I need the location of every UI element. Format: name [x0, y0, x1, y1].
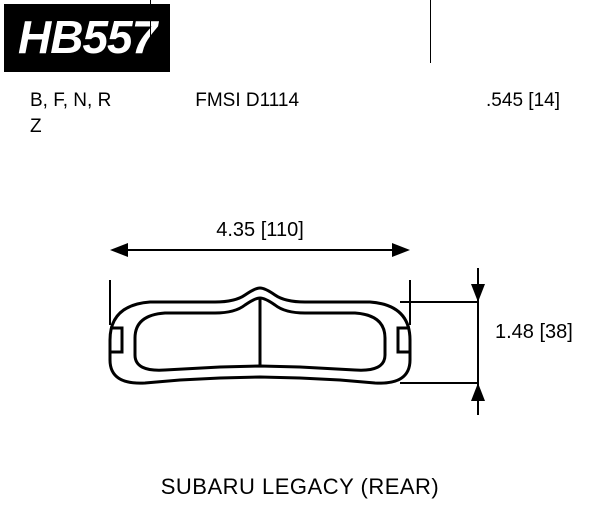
svg-text:4.35 [110]: 4.35 [110] — [216, 219, 304, 241]
compounds-column: B, F, N, R Z — [30, 90, 177, 138]
thickness-column: .545 [14] — [432, 90, 570, 138]
svg-text:1.48 [38]: 1.48 [38] — [495, 321, 573, 343]
part-number-header: HB557 — [4, 4, 170, 72]
thickness-mm: [14] — [528, 90, 560, 111]
compounds-line1: B, F, N, R — [30, 90, 177, 112]
brake-pad-diagram: 4.35 [110] 1.48 [38] — [0, 210, 600, 470]
spec-divider-1 — [150, 0, 151, 63]
height-in: 1.48 — [495, 321, 534, 343]
brake-pad-shape — [110, 288, 410, 383]
width-in: 4.35 — [216, 219, 255, 241]
thickness-in: .545 — [486, 90, 523, 111]
fmsi-column: FMSI D1114 — [177, 90, 432, 138]
part-number-text: HB557 — [18, 11, 156, 63]
compounds-line2: Z — [30, 116, 177, 138]
spec-row: B, F, N, R Z FMSI D1114 .545 [14] — [0, 90, 600, 138]
height-dimension: 1.48 [38] — [400, 268, 573, 415]
width-mm: [110] — [261, 219, 304, 241]
height-mm: [38] — [540, 321, 573, 343]
fmsi-text: FMSI D1114 — [177, 90, 432, 112]
application-label: SUBARU LEGACY (REAR) — [0, 474, 600, 500]
spec-divider-2 — [430, 0, 431, 63]
